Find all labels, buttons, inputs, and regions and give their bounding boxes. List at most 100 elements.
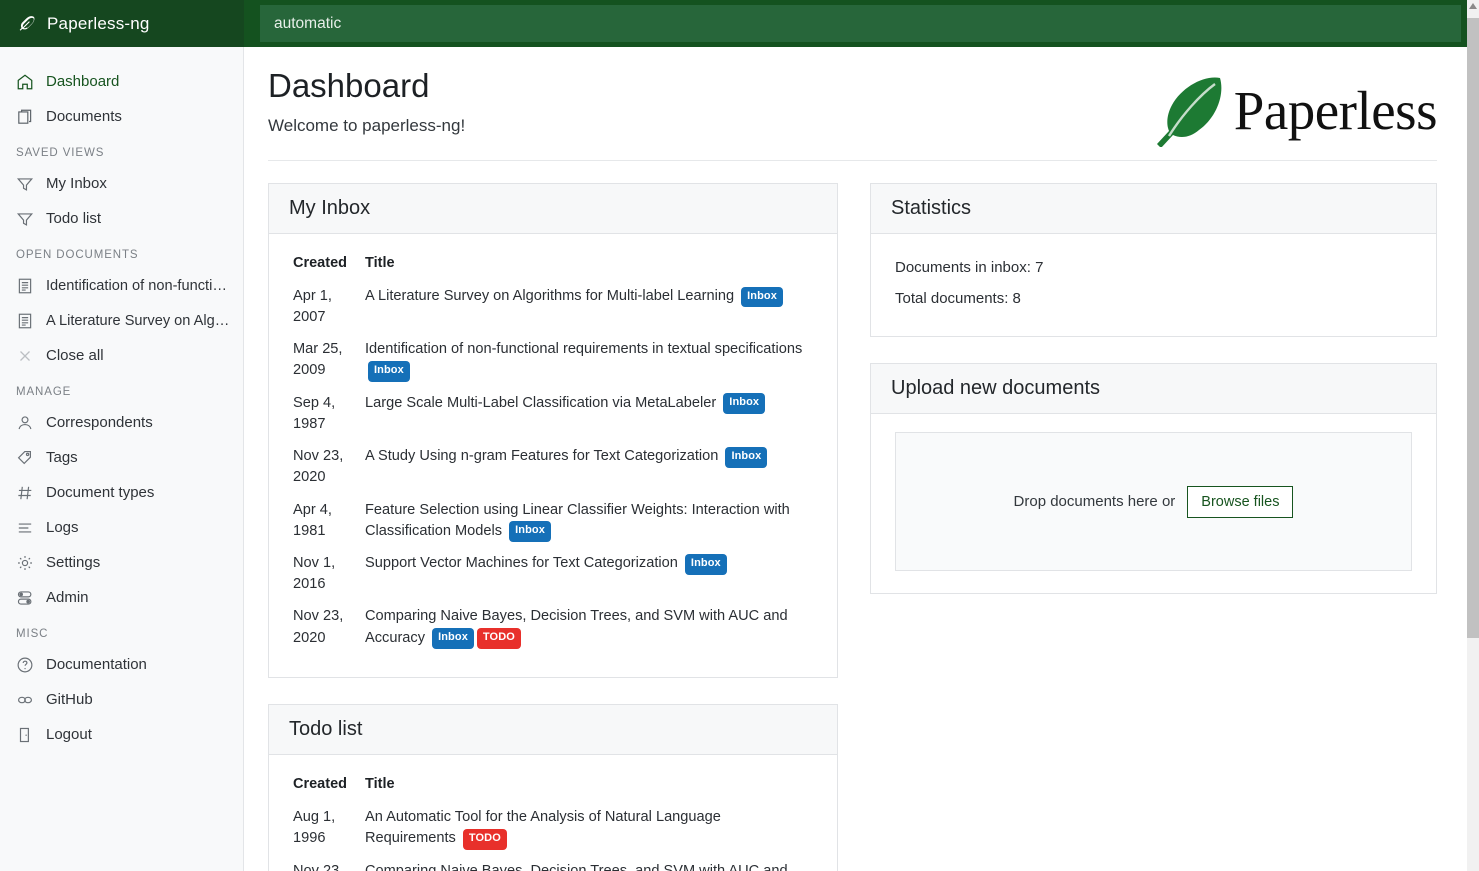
- cell-created: Nov 23, 2020: [293, 862, 344, 871]
- sidebar-item-todo-list[interactable]: Todo list: [0, 201, 243, 236]
- document-title-link[interactable]: An Automatic Tool for the Analysis of Na…: [365, 809, 721, 847]
- document-title-link[interactable]: Comparing Naive Bayes, Decision Trees, a…: [365, 862, 788, 871]
- sidebar-item-label: A Literature Survey on Algori…: [46, 312, 233, 329]
- document-title-link[interactable]: Support Vector Machines for Text Categor…: [365, 555, 682, 572]
- document-title-link[interactable]: Feature Selection using Linear Classifie…: [365, 501, 790, 539]
- sidebar-item-documents[interactable]: Documents: [0, 99, 243, 134]
- card-title: Upload new documents: [871, 364, 1436, 414]
- misc-heading: MISC: [16, 628, 49, 640]
- statistics-card: Statistics Documents in inbox: 7 Total d…: [870, 183, 1437, 337]
- scroll-up-arrow-icon[interactable]: [1469, 3, 1477, 9]
- sidebar-item-label: GitHub: [46, 691, 93, 708]
- todo-table: Created Title Aug 1, 1996 An Automatic To…: [293, 773, 813, 871]
- page-title: Dashboard: [268, 67, 430, 104]
- document-title-link[interactable]: A Study Using n-gram Features for Text C…: [365, 448, 723, 465]
- inbox-table: Created Title Apr 1, 2007 A Literature Su…: [293, 252, 813, 655]
- search-input[interactable]: automatic: [260, 5, 1461, 42]
- sidebar-item-admin[interactable]: Admin: [0, 580, 243, 615]
- tag-badge-inbox[interactable]: Inbox: [509, 521, 551, 543]
- tag-badge-inbox[interactable]: Inbox: [684, 553, 727, 575]
- sidebar-item-label: Logout: [46, 726, 92, 743]
- card-title: Todo list: [269, 705, 837, 756]
- header-right: automatic: [244, 0, 1479, 47]
- my-inbox-card: My Inbox Created Title Apr 1, 2007 A Lite…: [268, 183, 838, 679]
- cell-title: A Study Using n-gram Features for Text C…: [365, 441, 813, 494]
- sidebar-item-logout[interactable]: Logout: [0, 717, 243, 752]
- cell-created: Apr 1, 2007: [293, 288, 332, 326]
- sidebar-item-label: Documentation: [46, 656, 147, 673]
- table-row[interactable]: Apr 1, 2007 A Literature Survey on Algori…: [293, 281, 813, 334]
- sidebar-item-label: Settings: [46, 554, 101, 571]
- table-row[interactable]: Mar 25, 2009 Identification of non-functi…: [293, 334, 813, 388]
- sidebar-item-open-document-1[interactable]: Identification of non-functio…: [0, 268, 243, 303]
- sidebar-item-logs[interactable]: Logs: [0, 510, 243, 545]
- tag-badge-inbox[interactable]: Inbox: [741, 286, 783, 308]
- sidebar-item-close-all[interactable]: Close all: [0, 338, 243, 373]
- vertical-scrollbar[interactable]: [1467, 0, 1479, 871]
- tag-badge-inbox[interactable]: Inbox: [723, 393, 766, 415]
- horizontal-scrollbar[interactable]: [0, 865, 1467, 871]
- table-row[interactable]: Nov 23, 2020 Comparing Naive Bayes, Decis…: [293, 856, 813, 871]
- document-title-link[interactable]: A Literature Survey on Algorithms for Mu…: [365, 288, 739, 304]
- close-icon: [20, 350, 30, 361]
- sidebar-item-my-inbox[interactable]: My Inbox: [0, 166, 243, 201]
- sidebar-item-label: Documents: [46, 108, 122, 125]
- card-body: Documents in inbox: 7 Total documents: 8: [871, 234, 1436, 336]
- tag-badge-todo[interactable]: TODO: [476, 628, 521, 650]
- brand[interactable]: Paperless-ng: [0, 0, 244, 47]
- file-dropzone[interactable]: Drop documents here or Browse files: [895, 432, 1412, 571]
- sidebar-item-label: Close all: [46, 347, 104, 364]
- scrollbar-thumb[interactable]: [1467, 18, 1479, 638]
- tag-badge-inbox[interactable]: Inbox: [432, 628, 474, 650]
- cell-title: Comparing Naive Bayes, Decision Trees, a…: [365, 856, 813, 871]
- browse-files-button[interactable]: Browse files: [1187, 485, 1294, 518]
- sidebar-item-open-document-2[interactable]: A Literature Survey on Algori…: [0, 303, 243, 338]
- tag-badge-todo[interactable]: TODO: [462, 828, 507, 850]
- main-content: Dashboard Welcome to paperless-ng! Paper…: [244, 47, 1467, 871]
- document-title-link[interactable]: Large Scale Multi-Label Classification v…: [365, 394, 721, 411]
- column-header-title: Title: [365, 776, 395, 793]
- toggles-icon: [17, 590, 32, 605]
- sidebar-item-tags[interactable]: Tags: [0, 440, 243, 475]
- home-icon: [17, 73, 33, 89]
- table-header-row: Created Title: [293, 773, 813, 802]
- table-row[interactable]: Apr 4, 1981 Feature Selection using Linea…: [293, 495, 813, 549]
- document-title-link[interactable]: Identification of non-functional require…: [365, 341, 803, 358]
- brand-title: Paperless-ng: [47, 13, 150, 33]
- sidebar-item-document-types[interactable]: Document types: [0, 475, 243, 510]
- open-documents-heading: OPEN DOCUMENTS: [16, 249, 139, 261]
- table-header-row: Created Title: [293, 252, 813, 281]
- table-row[interactable]: Nov 23, 2020 A Study Using n-gram Feature…: [293, 441, 813, 494]
- sidebar-item-settings[interactable]: Settings: [0, 545, 243, 580]
- column-header-created: Created: [293, 255, 347, 271]
- cell-created: Apr 4, 1981: [293, 501, 332, 539]
- sidebar-item-documentation[interactable]: Documentation: [0, 647, 243, 682]
- todo-list-card: Todo list Created Title Aug 1, 1996 An Au…: [268, 704, 838, 871]
- tag-badge-inbox[interactable]: Inbox: [725, 446, 768, 468]
- cell-created: Aug 1, 1996: [293, 809, 336, 847]
- door-icon: [19, 727, 29, 742]
- sidebar-item-dashboard[interactable]: Dashboard: [0, 64, 243, 99]
- column-header-title: Title: [365, 255, 395, 271]
- gear-icon: [18, 555, 32, 570]
- cell-title: Comparing Naive Bayes, Decision Trees, a…: [365, 601, 813, 655]
- documents-icon: [18, 109, 32, 124]
- tag-icon: [17, 450, 31, 464]
- tag-badge-inbox[interactable]: Inbox: [368, 360, 410, 382]
- sidebar-item-correspondents[interactable]: Correspondents: [0, 405, 243, 440]
- cell-title: Identification of non-functional require…: [365, 334, 813, 388]
- stat-documents-in-inbox: Documents in inbox: 7: [895, 259, 1044, 276]
- table-row[interactable]: Sep 4, 1987 Large Scale Multi-Label Class…: [293, 388, 813, 441]
- todo-table-body: Aug 1, 1996 An Automatic Tool for the Ana…: [293, 802, 813, 871]
- table-row[interactable]: Aug 1, 1996 An Automatic Tool for the Ana…: [293, 802, 813, 856]
- sidebar-item-label: Logs: [46, 519, 79, 536]
- cell-title: An Automatic Tool for the Analysis of Na…: [365, 802, 813, 856]
- cell-created: Mar 25, 2009: [293, 341, 343, 379]
- table-row[interactable]: Nov 1, 2016 Support Vector Machines for T…: [293, 548, 813, 601]
- document-title-link[interactable]: Comparing Naive Bayes, Decision Trees, a…: [365, 608, 788, 646]
- list-icon: [18, 522, 32, 533]
- page-header-text: Dashboard Welcome to paperless-ng!: [268, 67, 465, 136]
- table-row[interactable]: Nov 23, 2020 Comparing Naive Bayes, Decis…: [293, 601, 813, 655]
- upload-card: Upload new documents Drop documents here…: [870, 363, 1437, 594]
- sidebar-item-github[interactable]: GitHub: [0, 682, 243, 717]
